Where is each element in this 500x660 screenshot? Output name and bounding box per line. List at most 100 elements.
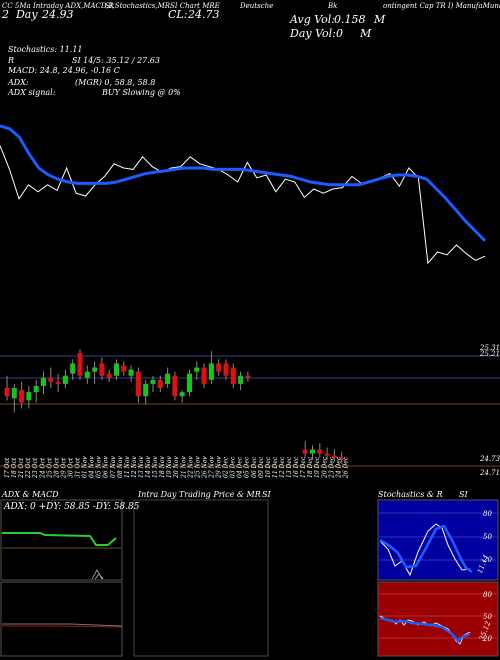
adx-triangle-marks xyxy=(91,569,104,580)
x-tick-label: 04 Dec xyxy=(237,456,244,478)
x-tick-label: 09 Dec xyxy=(258,456,265,478)
header-line1-left: CC 5Ma Intraday ADX,MACD,R xyxy=(2,2,114,10)
cl-value: 24.73 xyxy=(188,8,220,21)
candle xyxy=(165,367,171,389)
rsi-thick-line xyxy=(379,616,471,643)
x-tick-label: 31 Oct xyxy=(75,457,82,478)
x-tick-label: 29 Oct xyxy=(60,457,67,479)
candle-body xyxy=(230,367,236,384)
candle xyxy=(230,363,236,389)
candle xyxy=(194,361,200,380)
stoch-level-top: 80 xyxy=(483,510,492,518)
candle xyxy=(4,375,10,401)
x-tick-label: 17 Oct xyxy=(4,457,11,478)
adx-line xyxy=(2,532,117,546)
candle xyxy=(121,361,127,376)
adx-panel-title: ADX & MACD xyxy=(2,490,59,499)
candle-body xyxy=(84,371,90,378)
adx-panel xyxy=(0,499,123,581)
x-tick-label: 18 Nov xyxy=(159,456,166,478)
candle xyxy=(208,351,214,384)
x-tick-label: 25 Oct xyxy=(46,457,53,479)
macd-line xyxy=(2,623,123,627)
candle-body xyxy=(157,379,163,389)
candle-body xyxy=(48,377,54,382)
candle xyxy=(223,359,229,380)
x-tick-label: 18 Dec xyxy=(307,456,314,478)
candle-body xyxy=(41,377,46,386)
header-line1-mid: SI,Stochastics,MR xyxy=(105,2,171,10)
x-tick-label: 20 Dec xyxy=(321,456,328,479)
candle-body xyxy=(302,449,308,454)
stoch-d-line xyxy=(379,524,473,574)
candle-body xyxy=(106,373,112,378)
candle-body xyxy=(150,379,156,384)
price-label-high2: 25.21 xyxy=(480,350,500,358)
x-tick-label: 20 Nov xyxy=(173,456,180,479)
candle-body xyxy=(114,363,119,376)
candle xyxy=(70,359,76,380)
rsi-text: SI 14/5: 35.12 / 27.63 xyxy=(72,56,160,65)
candle xyxy=(106,369,112,382)
candle xyxy=(238,371,244,391)
rsi-level-mid: 50 xyxy=(483,613,492,621)
candle-body xyxy=(339,457,345,460)
x-tick-label: 03 Dec xyxy=(230,456,237,478)
candle-body xyxy=(172,375,178,397)
candle xyxy=(84,365,90,384)
x-tick-label: 05 Nov xyxy=(96,456,103,478)
candle-body xyxy=(143,383,149,397)
candle xyxy=(77,349,83,380)
price-label-high1: 25.31 xyxy=(480,344,500,352)
candle-body xyxy=(317,449,323,454)
x-tick-label: 13 Dec xyxy=(286,456,293,478)
x-tick-label: 26 Dec xyxy=(342,456,349,479)
stoch-text: Stochastics: 11.11 xyxy=(8,45,83,54)
x-tick-label: 01 Nov xyxy=(82,456,89,478)
avg-vol-unit: M xyxy=(374,13,386,26)
candle-body xyxy=(11,388,17,399)
candle xyxy=(99,357,105,380)
x-tick-label: 15 Nov xyxy=(152,456,159,478)
stoch-panel-title2: SI xyxy=(459,490,468,499)
candle xyxy=(331,449,337,462)
candle xyxy=(216,359,222,376)
candle xyxy=(172,371,178,401)
avg-vol-value: 0.158 xyxy=(334,13,366,26)
candle xyxy=(310,445,315,460)
day-vol-label: Day Vol: xyxy=(290,27,336,40)
candle xyxy=(317,443,323,458)
price-line xyxy=(0,145,486,265)
candle xyxy=(135,367,141,403)
x-tick-label: 12 Nov xyxy=(131,456,138,478)
x-tick-label: 02 Dec xyxy=(223,456,230,478)
x-tick-label: 24 Oct xyxy=(39,457,46,479)
candle xyxy=(62,369,68,389)
candle-body xyxy=(187,373,192,393)
intra-panel-title: Intra Day Trading Price & MR xyxy=(138,490,261,499)
candle-body xyxy=(238,375,244,384)
candle xyxy=(201,363,207,389)
x-tick-label: 27 Nov xyxy=(208,456,215,479)
x-tick-label: 19 Nov xyxy=(166,456,173,478)
candle xyxy=(187,369,192,397)
candle-body xyxy=(194,367,200,372)
candle-body xyxy=(324,453,330,456)
x-tick-label: 24 Dec xyxy=(335,456,342,479)
stoch-panel-title: Stochastics & R xyxy=(378,490,443,499)
candle xyxy=(179,390,185,403)
x-tick-label: 25 Nov xyxy=(194,456,201,479)
stoch-level-mid: 50 xyxy=(483,533,492,541)
rsi-panel xyxy=(377,581,499,657)
candle-body xyxy=(92,367,98,372)
x-tick-label: 06 Nov xyxy=(103,456,110,478)
candle-body xyxy=(135,371,141,397)
x-tick-label: 05 Dec xyxy=(244,456,251,478)
moving-average-line xyxy=(0,124,487,242)
candle xyxy=(114,359,119,380)
candle xyxy=(143,379,149,405)
x-tick-label: 17 Dec xyxy=(300,456,307,478)
candle xyxy=(150,375,156,393)
x-tick-label: 30 Oct xyxy=(67,457,74,478)
x-tick-label: 04 Nov xyxy=(89,456,96,478)
